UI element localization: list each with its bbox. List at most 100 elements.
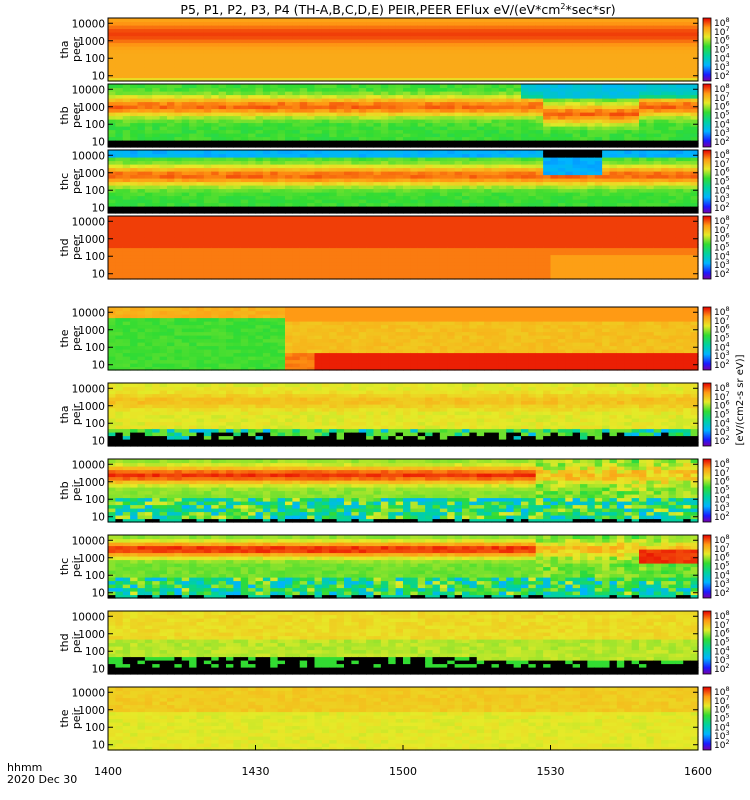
heatmap-cell [130,94,139,99]
heatmap-cell [189,181,198,186]
heatmap-cell [270,49,279,54]
heatmap-cell [144,56,153,61]
heatmap-cell [321,251,330,256]
heatmap-cell [292,164,301,169]
heatmap-cell [130,150,139,155]
heatmap-cell [388,164,397,169]
heatmap-cell [543,87,552,92]
heatmap-cell [484,174,493,179]
heatmap-cell [506,63,515,68]
heatmap-cell [594,84,603,89]
heatmap-cell [240,247,249,252]
heatmap-cell [580,157,588,162]
heatmap-cell [137,39,146,44]
heatmap-cell [454,171,463,176]
heatmap-cell [262,63,271,68]
heatmap-cell [240,67,249,72]
heatmap-cell [167,25,175,30]
heatmap-cell [646,185,655,190]
heatmap-cell [484,202,493,207]
heatmap-cell [174,185,183,190]
heatmap-cell [557,39,566,44]
heatmap-cell [454,46,463,51]
heatmap-cell [115,136,124,141]
heatmap-cell [130,185,139,190]
heatmap-cell [388,60,397,65]
heatmap-cell [115,70,124,75]
heatmap-cell [255,122,264,127]
heatmap-cell [122,157,131,162]
heatmap-cell [292,136,301,141]
heatmap-cell [196,77,205,82]
heatmap-cell [498,67,507,72]
heatmap-cell [108,32,116,37]
heatmap-cell [484,105,493,110]
heatmap-cell [137,56,146,61]
heatmap-cell [351,150,360,155]
heatmap-cell [159,240,168,245]
heatmap-cell [417,160,426,165]
heatmap-cell [189,226,198,231]
heatmap-cell [609,67,618,72]
heatmap-cell [277,178,286,183]
heatmap-cell [528,119,537,124]
heatmap-cell [277,119,286,124]
heatmap-cell [122,272,131,277]
heatmap-cell [506,195,515,200]
heatmap-cell [344,275,352,280]
heatmap-cell [462,167,470,172]
heatmap-cell [646,70,655,75]
heatmap-cell [122,265,131,270]
heatmap-cell [270,216,279,221]
heatmap-cell [262,202,271,207]
heatmap-cell [152,122,161,127]
heatmap-cell [167,153,175,158]
heatmap-cell [344,153,352,158]
heatmap-cell [543,108,552,113]
heatmap-cell [167,32,175,37]
heatmap-cell [653,188,662,193]
heatmap-cell [557,56,566,61]
heatmap-cell [174,265,183,270]
heatmap-cell [248,98,257,103]
heatmap-cell [130,129,139,134]
heatmap-cell [270,94,279,99]
heatmap-cell [484,133,493,138]
heatmap-cell [130,164,139,169]
heatmap-cell [690,94,699,99]
heatmap-cell [203,216,212,221]
heatmap-cell [329,219,338,224]
heatmap-cell [683,67,692,72]
heatmap-cell [373,67,382,72]
heatmap-cell [270,188,279,193]
heatmap-cell [189,237,198,242]
heatmap-cell [329,261,338,266]
heatmap-cell [270,126,279,131]
heatmap-cell [373,87,382,92]
heatmap-cell [203,28,212,33]
heatmap-cell [196,237,205,242]
heatmap-cell [646,164,655,169]
heatmap-cell [513,28,522,33]
heatmap-cell [580,171,588,176]
heatmap-cell [535,70,544,75]
heatmap-cell [690,160,699,165]
heatmap-cell [587,67,596,72]
heatmap-cell [624,77,633,82]
heatmap-cell [661,91,670,96]
heatmap-cell [447,206,456,211]
heatmap-cell [329,28,338,33]
heatmap-cell [602,160,611,165]
heatmap-cell [130,219,139,224]
heatmap-cell [321,178,330,183]
heatmap-cell [646,160,655,165]
heatmap-cell [580,32,588,37]
heatmap-cell [226,56,234,61]
heatmap-cell [240,39,249,44]
heatmap-cell [115,223,124,228]
heatmap-cell [262,181,271,186]
heatmap-cell [159,87,168,92]
heatmap-cell [609,153,618,158]
heatmap-cell [675,87,684,92]
heatmap-cell [543,160,552,165]
